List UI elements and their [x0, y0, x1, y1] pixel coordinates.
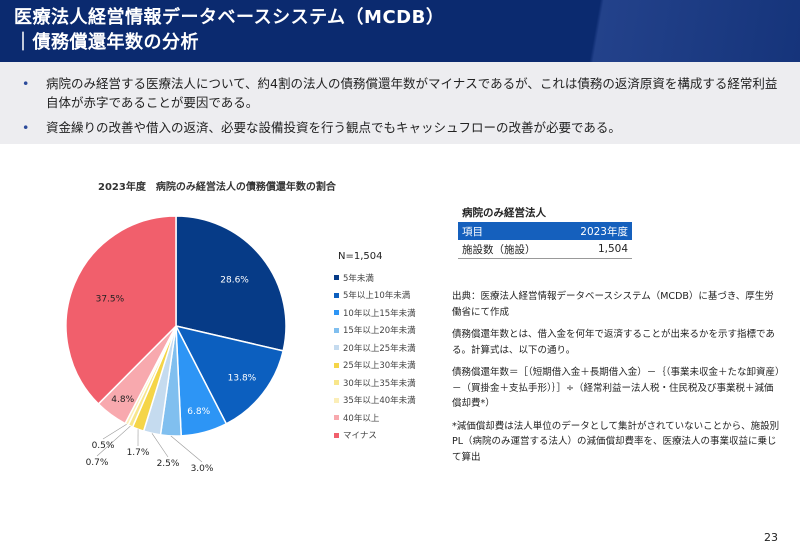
- pie-leader-line: [102, 424, 127, 440]
- summary-bullets: • 病院のみ経営する医療法人について、約4割の法人の債務償還年数がマイナスであるが…: [22, 74, 782, 143]
- notes: 出典：医療法人経営情報データベースシステム（MCDB）に基づき、厚生労働省にて作…: [452, 289, 782, 472]
- note-formula: 債務償還年数＝［（短期借入金＋長期借入金）－｛（事業未収金＋たな卸資産）－（買掛…: [452, 367, 780, 409]
- page-title: 医療法人経営情報データベースシステム（MCDB） ｜債務償還年数の分析: [14, 5, 444, 55]
- table-header-year: 2023年度: [561, 222, 632, 240]
- pie-data-label: 13.8%: [228, 373, 257, 383]
- legend-swatch: [334, 432, 339, 438]
- legend-item: 40年以上: [334, 409, 416, 427]
- legend-label: 5年以上10年未満: [343, 291, 411, 302]
- table-header-item: 項目: [458, 222, 562, 240]
- bullet-marker: •: [22, 120, 30, 135]
- pie-data-label: 0.7%: [86, 458, 109, 468]
- table-row: 施設数（施設） 1,504: [458, 240, 632, 259]
- legend-label: 30年以上35年未満: [343, 378, 416, 389]
- bullet-marker: •: [22, 76, 30, 91]
- pie-data-label: 6.8%: [187, 407, 210, 417]
- legend-item: 5年以上10年未満: [334, 287, 416, 305]
- legend-item: 35年以上40年未満: [334, 392, 416, 410]
- page-header: 医療法人経営情報データベースシステム（MCDB） ｜債務償還年数の分析: [0, 0, 800, 62]
- legend-label: 15年以上20年未満: [343, 326, 416, 337]
- summary-bullet: • 資金繰りの改善や借入の返済、必要な設備投資を行う観点でもキャッシュフローの改善…: [22, 118, 782, 137]
- note-definition: 債務償還年数とは、借入金を何年で返済することが出来るかを示す指標である。計算式は…: [452, 329, 775, 356]
- table-title: 病院のみ経営法人: [462, 207, 546, 219]
- legend-swatch: [334, 327, 339, 333]
- page-title-line2: ｜債務償還年数の分析: [14, 32, 199, 53]
- table-cell-label: 施設数（施設）: [458, 240, 562, 259]
- note-depreciation: *減価償却費は法人単位のデータとして集計がされていないことから、施設別PL（病院…: [452, 420, 780, 463]
- page-number: 23: [764, 531, 778, 544]
- pie-leader-line: [96, 425, 131, 457]
- chart-title: 2023年度 病院のみ経営法人の債務償還年数の割合: [98, 182, 336, 193]
- pie-slice: [175, 215, 287, 352]
- facility-table: 項目 2023年度 施設数（施設） 1,504: [458, 222, 632, 259]
- legend-item: マイナス: [334, 427, 416, 445]
- pie-chart: 28.6% 13.8% 6.8% 3.0% 2.5% 1.7% 0.7% 0.5% 4.8% 37…: [65, 215, 287, 474]
- pie-data-label: 3.0%: [191, 464, 214, 474]
- pie-data-label: 37.5%: [96, 295, 125, 305]
- legend-item: 20年以上25年未満: [334, 339, 416, 357]
- legend-label: 10年以上15年未満: [343, 308, 416, 319]
- legend-swatch: [334, 397, 339, 403]
- legend-swatch: [334, 310, 339, 316]
- legend-label: マイナス: [343, 431, 377, 442]
- pie-data-label: 4.8%: [111, 395, 134, 405]
- pie-slice: [174, 324, 285, 425]
- pie-data-label: 1.7%: [127, 448, 150, 458]
- legend-item: 30年以上35年未満: [334, 374, 416, 392]
- legend-label: 25年以上30年未満: [343, 361, 416, 372]
- note-source: 出典：医療法人経営情報データベースシステム（MCDB）に基づき、厚生労働省にて作…: [452, 291, 774, 318]
- legend-item: 5年未満: [334, 269, 416, 287]
- legend-label: 35年以上40年未満: [343, 396, 416, 407]
- legend-swatch: [334, 362, 339, 368]
- legend-swatch: [334, 292, 339, 298]
- legend-swatch: [334, 415, 339, 421]
- summary-bullet-text: 資金繰りの改善や借入の返済、必要な設備投資を行う観点でもキャッシュフローの改善が…: [46, 120, 621, 135]
- legend-label: 5年未満: [343, 273, 374, 284]
- legend-swatch: [334, 380, 339, 386]
- legend-swatch: [334, 345, 339, 351]
- pie-data-label: 0.5%: [92, 441, 115, 451]
- legend-item: 10年以上15年未満: [334, 304, 416, 322]
- summary-bullet-text: 病院のみ経営する医療法人について、約4割の法人の債務償還年数がマイナスであるが、…: [46, 76, 778, 110]
- legend-swatch: [334, 275, 339, 281]
- page-title-line1: 医療法人経営情報データベースシステム（MCDB）: [14, 7, 445, 28]
- sample-size-label: N=1,504: [338, 251, 383, 262]
- summary-bullet: • 病院のみ経営する医療法人について、約4割の法人の債務償還年数がマイナスであるが…: [22, 74, 782, 112]
- pie-leader-line: [170, 435, 203, 463]
- legend-item: 15年以上20年未満: [334, 322, 416, 340]
- pie-leader-line: [151, 433, 169, 458]
- table-header-row: 項目 2023年度: [458, 222, 632, 240]
- legend-label: 20年以上25年未満: [343, 343, 416, 354]
- table-cell-value: 1,504: [561, 240, 632, 259]
- chart-legend: 5年未満 5年以上10年未満 10年以上15年未満 15年以上20年未満 20年以上25…: [334, 269, 416, 444]
- pie-data-label: 28.6%: [220, 275, 249, 285]
- pie-data-label: 2.5%: [157, 459, 180, 469]
- pie-slice: [65, 215, 177, 406]
- legend-item: 25年以上30年未満: [334, 357, 416, 375]
- summary-box: • 病院のみ経営する医療法人について、約4割の法人の債務償還年数がマイナスであるが…: [0, 62, 800, 144]
- legend-label: 40年以上: [343, 413, 380, 424]
- header-decoration: [460, 0, 800, 62]
